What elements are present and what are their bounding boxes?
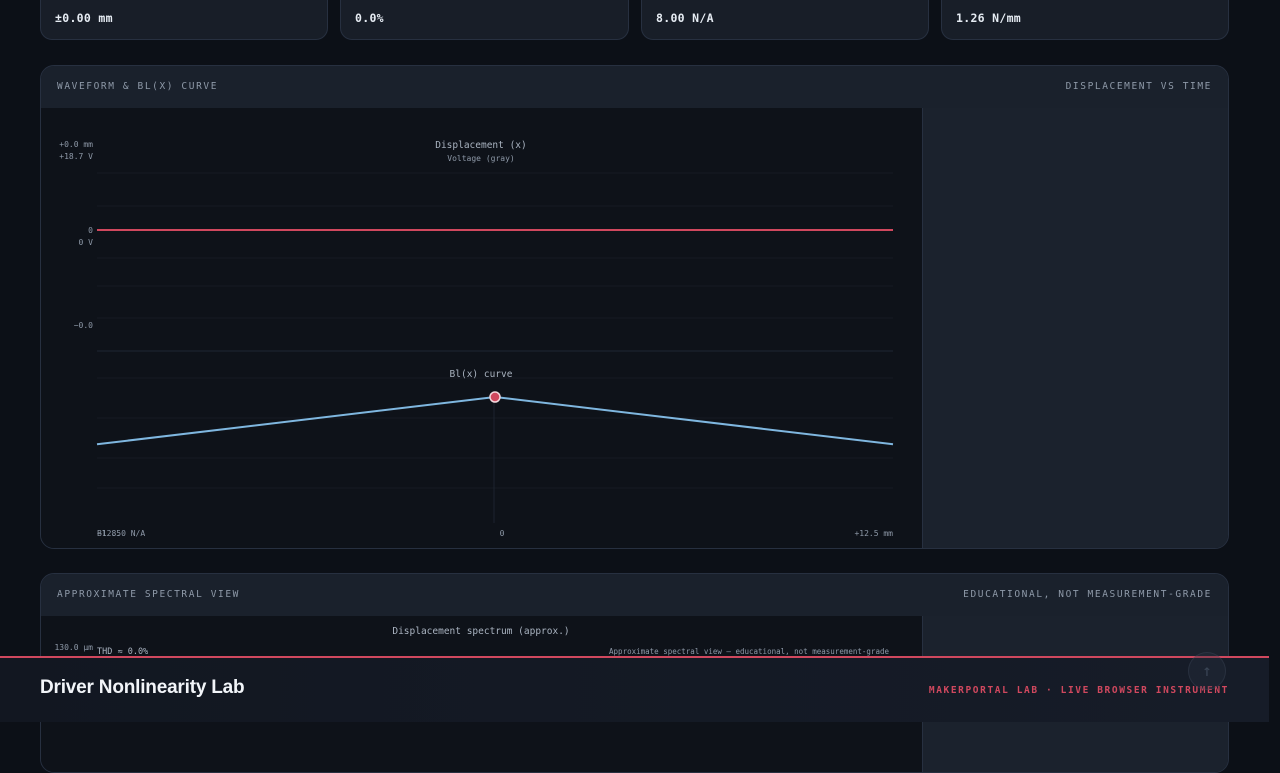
spectral-panel-title: APPROXIMATE SPECTRAL VIEW (57, 589, 240, 600)
spectral-panel-header: APPROXIMATE SPECTRAL VIEW EDUCATIONAL, N… (41, 574, 1228, 617)
bl-operating-point-marker[interactable] (489, 391, 501, 403)
waveform-panel-tag: DISPLACEMENT VS TIME (1065, 81, 1212, 92)
footer-tag: MAKERPORTAL LAB · LIVE BROWSER INSTRUMEN… (928, 685, 1229, 696)
y-top-label: +0.0 mm (59, 140, 93, 149)
spectral-note: Approximate spectral view — educational,… (609, 647, 889, 656)
voltage-note: Voltage (gray) (447, 154, 514, 163)
spectral-y-top: 130.0 µm (54, 643, 93, 652)
thd-label: THD ≈ 0.0% (97, 647, 148, 657)
x-right-label: +12.5 mm (854, 529, 893, 538)
waveform-chart[interactable]: +0.0 mm +18.7 V 0 0 V −0.0 Displacement … (41, 108, 922, 549)
spectral-chart[interactable]: Displacement spectrum (approx.) 130.0 µm… (41, 616, 922, 676)
stat-card-stiffness: 1.26 N/mm (941, 0, 1229, 40)
stat-value-bl: 8.00 N/A (656, 11, 714, 25)
stat-value-displacement: ±0.00 mm (55, 11, 113, 25)
waveform-plot-area[interactable]: +0.0 mm +18.7 V 0 0 V −0.0 Displacement … (41, 108, 922, 548)
x-mid-label: 0 (500, 529, 505, 538)
x-left-label: −12.5 (97, 529, 121, 538)
waveform-side-panel (922, 108, 1228, 548)
waveform-panel: WAVEFORM & BL(X) CURVE DISPLACEMENT VS T… (40, 65, 1229, 549)
spectral-chart-title: Displacement spectrum (approx.) (392, 626, 569, 637)
zero-label: 0 (88, 226, 93, 235)
arrow-up-icon: ↑ (1202, 661, 1212, 680)
stat-card-thd: 0.0% (340, 0, 629, 40)
stat-card-bl: 8.00 N/A (641, 0, 929, 40)
footer-bar: Driver Nonlinearity Lab MAKERPORTAL LAB … (0, 656, 1269, 722)
bl-curve-line (96, 395, 894, 446)
bl-curve-layer (96, 391, 894, 446)
zero-v-label: 0 V (79, 238, 94, 247)
stat-value-stiffness: 1.26 N/mm (956, 11, 1022, 25)
v-top-label: +18.7 V (59, 152, 93, 161)
footer-title: Driver Nonlinearity Lab (40, 677, 245, 698)
stat-value-thd: 0.0% (355, 11, 384, 25)
bl-peak-label: Bl 8.0 N/A (97, 529, 145, 538)
spectral-panel-tag: EDUCATIONAL, NOT MEASUREMENT-GRADE (963, 589, 1212, 600)
waveform-panel-header: WAVEFORM & BL(X) CURVE DISPLACEMENT VS T… (41, 66, 1228, 109)
y-bottom-label: −0.0 (74, 321, 93, 330)
displacement-title: Displacement (x) (435, 140, 527, 151)
stat-cards: ±0.00 mm 0.0% 8.00 N/A 1.26 N/mm (40, 0, 1229, 41)
stat-card-displacement: ±0.00 mm (40, 0, 328, 40)
bl-curve-title: Bl(x) curve (450, 369, 513, 380)
scroll-to-top-button[interactable]: ↑ (1188, 652, 1226, 690)
waveform-panel-title: WAVEFORM & BL(X) CURVE (57, 81, 219, 92)
